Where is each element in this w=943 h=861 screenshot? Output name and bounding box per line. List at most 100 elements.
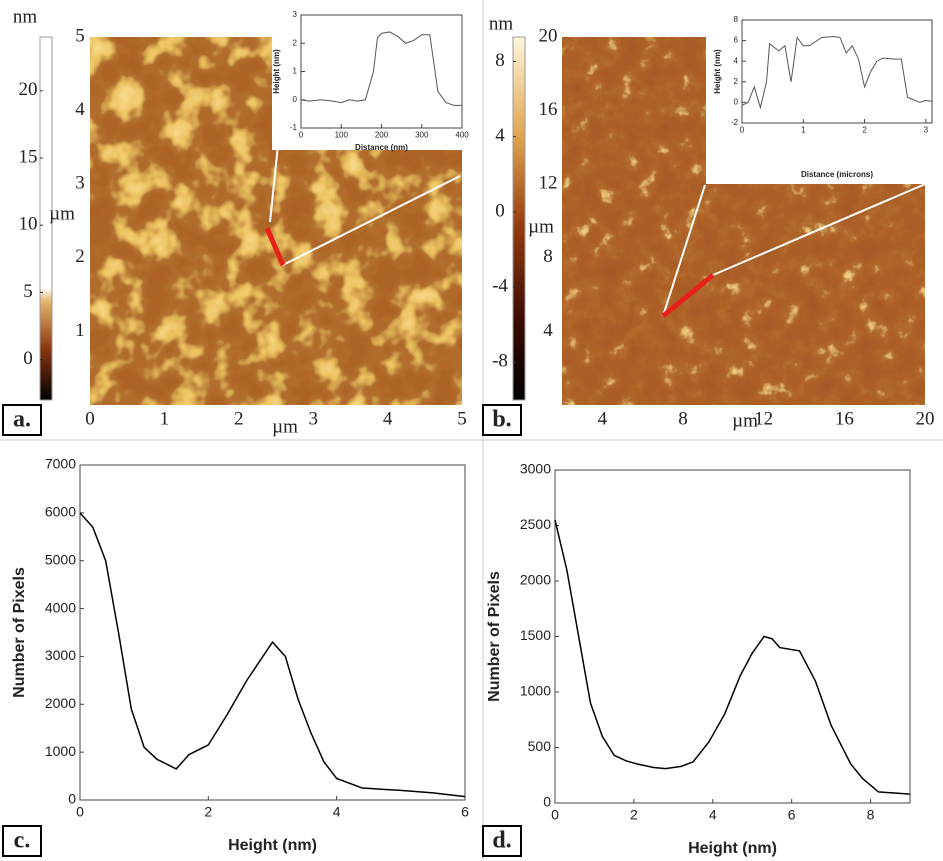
y-tick-label: 3 [293,10,298,19]
y-tick-label: -2 [731,118,739,127]
x-axis-label: Distance (microns) [801,170,873,179]
colorbar-tick-label: 5 [23,281,33,302]
data-line [79,512,466,798]
x-tick-label: 200 [375,130,389,139]
y-tick-label: 4 [75,99,85,120]
y-tick-label: 20 [539,25,558,46]
data-line [741,35,933,110]
profile-line [264,227,286,266]
x-tick-label: 16 [835,408,854,429]
y-tick-label: 1 [75,320,85,341]
colorbar-tick-label: 8 [495,50,505,71]
x-tick-label: 4 [383,408,393,429]
x-tick-label: 4 [709,806,717,822]
connector [712,181,931,276]
y-tick-label: 1500 [520,627,551,643]
y-axis-label: Height (nm) [713,49,722,94]
y-tick-label: 500 [528,738,552,754]
x-tick-label: 0 [551,806,559,822]
y-axis-label: µm [528,216,554,237]
x-axis-label: Distance (nm) [355,143,408,152]
plot-frame [79,464,466,801]
y-tick-label: 12 [539,173,558,194]
plot-frame [554,469,911,804]
x-tick-label: 5 [457,408,467,429]
y-tick-label: 0 [68,791,76,807]
colorbar-tick-label: 10 [19,214,38,235]
connector [269,144,279,223]
y-tick-label: -1 [290,123,298,132]
x-tick-label: 20 [916,408,935,429]
y-tick-label: 5000 [45,551,76,567]
colorbar-tick-label: -4 [492,276,508,297]
connector [662,184,706,317]
x-tick-label: 8 [678,408,688,429]
y-tick-label: 0 [543,794,551,810]
data-line [554,519,911,795]
x-tick-label: 2 [862,125,867,134]
x-tick-label: 2 [204,803,212,819]
colorbar-tick-label: -8 [492,351,508,372]
y-tick-label: 8 [734,15,739,24]
x-tick-label: 0 [740,125,745,134]
y-tick-label: 7000 [45,456,76,472]
y-tick-label: 2000 [520,572,551,588]
colorbar-label: nm [13,6,38,27]
colorbar-tick-label: 20 [19,79,38,100]
x-tick-label: 8 [867,806,875,822]
connector [282,175,461,266]
inset-background [706,0,940,184]
x-tick-label: 4 [598,408,608,429]
colorbar-tick-label: 15 [19,146,38,167]
x-tick-label: 6 [788,806,796,822]
y-tick-label: 4000 [45,599,76,615]
x-tick-label: 300 [415,130,429,139]
colorbar [39,36,53,401]
y-tick-label: 3000 [520,461,551,477]
plot-frame [741,19,933,124]
inset-background [272,0,470,150]
y-axis-label: µm [49,203,75,224]
y-axis-label: Number of Pixels [11,567,28,698]
y-tick-label: 2 [75,246,85,267]
colorbar-tick-label: 4 [495,125,505,146]
x-axis-label: µm [272,416,298,437]
y-tick-label: 2 [734,77,739,86]
panel-label-box [2,825,42,857]
panel-label-box [482,404,522,436]
y-tick-label: 2000 [45,695,76,711]
y-tick-label: 2 [293,38,298,47]
panel-label: b. [492,407,511,433]
x-axis-label: Height (nm) [688,840,777,857]
x-tick-label: 100 [335,130,349,139]
x-tick-label: 3 [308,408,318,429]
panel-label-box [2,404,42,436]
x-tick-label: 0 [85,408,95,429]
colorbar [512,36,526,401]
colorbar-label: nm [489,13,514,34]
y-tick-label: 6000 [45,504,76,520]
colorbar-tick-label: 0 [495,200,505,221]
x-axis-label: µm [732,410,758,431]
y-tick-label: 3000 [45,647,76,663]
y-tick-label: 4 [734,56,739,65]
y-tick-label: 1000 [520,683,551,699]
x-tick-label: 2 [234,408,244,429]
y-tick-label: 1 [293,67,298,76]
x-tick-label: 12 [754,408,773,429]
y-tick-label: 2500 [520,516,551,532]
y-axis-label: Number of Pixels [486,571,503,702]
colorbar-tick-label: 0 [23,348,33,369]
panel-label: a. [13,407,31,433]
y-tick-label: 5 [75,25,85,46]
y-tick-label: 8 [543,246,553,267]
y-tick-label: 0 [734,98,739,107]
y-axis-label: Height (nm) [272,49,281,94]
data-line [300,31,462,106]
x-tick-label: 400 [455,130,469,139]
y-tick-label: 6 [734,36,739,45]
panel-label: c. [14,828,31,854]
y-tick-label: 0 [293,95,298,104]
y-tick-label: 1000 [45,743,76,759]
